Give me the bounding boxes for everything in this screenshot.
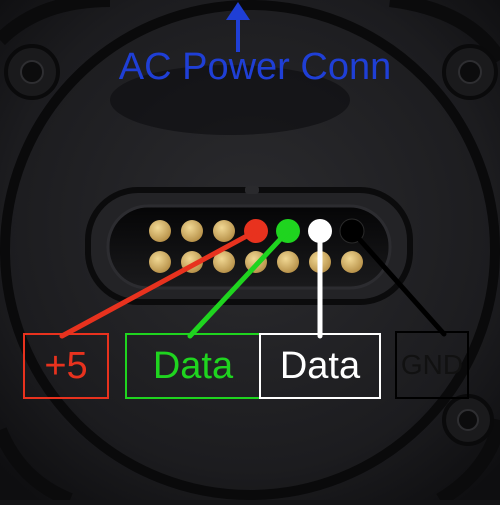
label-data-green: Data: [152, 345, 234, 387]
label-gnd: GND: [400, 349, 464, 380]
pin: [181, 220, 203, 242]
pin: [149, 220, 171, 242]
label-plus5: +5: [44, 345, 88, 387]
pin: [341, 251, 363, 273]
screw-top-left: [4, 44, 60, 100]
pin: [149, 251, 171, 273]
wire-data-green: [187, 228, 291, 339]
arrow-up-icon: [226, 2, 250, 20]
pin: [213, 220, 235, 242]
housing-edge-bottom-right: [436, 418, 500, 505]
shadow-patch: [110, 65, 350, 135]
housing-edge-top-right: [389, 0, 500, 64]
housing-edge-top-left: [0, 0, 111, 46]
pin: [213, 251, 235, 273]
screw-top-right: [442, 44, 498, 100]
label-box-gnd: [395, 331, 469, 399]
connector-key-notch: [245, 186, 259, 194]
screw-bottom-right: [442, 394, 494, 446]
title-label: AC Power Conn: [118, 46, 392, 88]
label-box-data-white: [259, 333, 381, 399]
pin: [277, 251, 299, 273]
wire-gnd: [349, 228, 447, 337]
housing-edge-bottom-left: [0, 427, 73, 505]
wire-plus5: [59, 228, 259, 339]
label-data-white: Data: [279, 345, 361, 387]
label-box-plus5: [23, 333, 109, 399]
